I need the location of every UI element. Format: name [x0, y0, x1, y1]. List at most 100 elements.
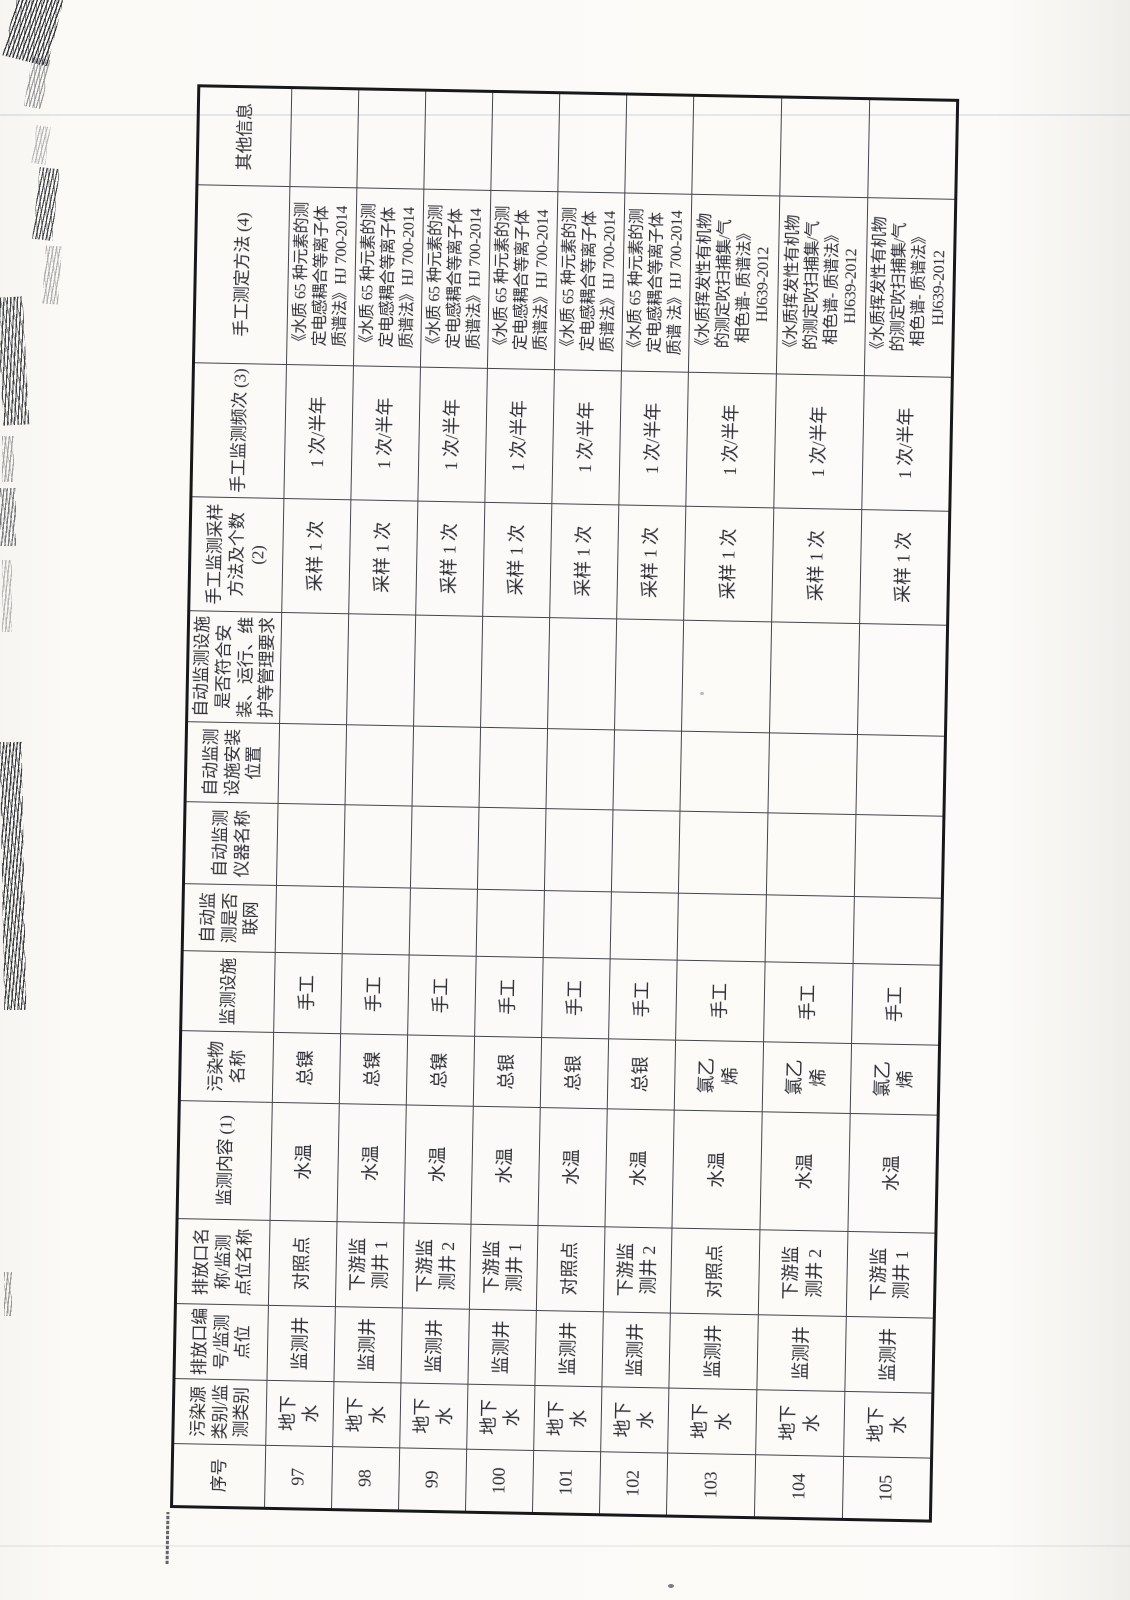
table-cell: 101 [532, 1450, 601, 1515]
table-cell [677, 893, 767, 962]
column-header-other-info: 其他信息 [196, 85, 292, 187]
table-cell: 总镍 [272, 1032, 341, 1104]
table-cell [356, 88, 426, 190]
table-cell: 水温 [471, 1106, 541, 1226]
table-cell [409, 888, 478, 957]
table-cell [547, 617, 617, 730]
table-cell: 总银 [607, 1038, 676, 1111]
table-cell: 手工 [541, 957, 611, 1039]
scan-dash [165, 1511, 170, 1565]
table-cell [767, 732, 858, 815]
table-cell: 地下 水 [667, 1388, 757, 1455]
column-header-monitor-content: 监测内容 (1) [177, 1100, 273, 1221]
table-cell: 102 [599, 1451, 668, 1517]
table-cell: 《水质挥发性有机物 的测定吹扫捕集/气 相色谱- 质谱法》 HJ639-2012 [776, 195, 868, 376]
column-header-auto-compliance: 自动监测设施 是否符合安 装、运行、维 护等管理要求 [186, 610, 282, 724]
scan-smudge [2, 436, 14, 482]
table-cell [289, 87, 359, 188]
table-cell: 采样 1 次 [549, 503, 619, 619]
table-cell [614, 618, 684, 732]
scan-smudge [41, 245, 63, 305]
table-cell: 1 次/半年 [773, 373, 865, 510]
table-cell: 采样 1 次 [771, 507, 862, 624]
table-cell: 采样 1 次 [683, 506, 774, 622]
table-cell [345, 724, 414, 807]
table-cell: 手工 [675, 960, 766, 1042]
table-cell [477, 807, 546, 891]
column-header-manual-method: 手工测定方法 (4) [193, 184, 290, 365]
table-cell [278, 723, 347, 805]
table-cell: 采样 1 次 [616, 504, 686, 621]
table-cell: 地下 水 [843, 1391, 933, 1459]
table-cell: 监测井 [400, 1307, 470, 1385]
scan-line [0, 114, 1130, 116]
table-cell: 《水质 65 种元素的测 定电感耦合等离子体 质谱法》HJ 700-2014 [487, 190, 558, 370]
table-cell: 地下 水 [399, 1382, 468, 1450]
table-cell [610, 891, 679, 961]
table-cell: 地下 水 [466, 1384, 535, 1451]
table-cell: 《水质 65 种元素的测 定电感耦合等离子体 质谱 法》HJ 700-2014 [621, 192, 692, 373]
table-cell [342, 886, 411, 955]
table-cell: 总镍 [339, 1033, 408, 1105]
table-cell [346, 613, 416, 727]
table-cell [343, 804, 413, 889]
column-header-outlet-name: 排放口名 称/监测 点位名称 [175, 1218, 271, 1306]
column-header-pollutant-name: 污染物 名称 [179, 1030, 274, 1103]
table-cell: 监测井 [333, 1306, 403, 1383]
table-cell: 监测井 [668, 1313, 759, 1390]
table-cell [691, 95, 782, 196]
scan-smudge [2, 560, 12, 632]
scan-dot [668, 1584, 674, 1588]
table-cell: 下游监 测井 2 [758, 1229, 848, 1317]
table-cell: 地下 水 [755, 1389, 845, 1457]
table-cell: 下游监 测井 2 [603, 1226, 672, 1314]
table-cell: 下游监 测井 1 [335, 1221, 405, 1308]
table-cell: 《水质 65 种元素的测 定电感耦合等离子体 质谱法》HJ 700-2014 [286, 186, 357, 366]
table-cell: 1 次/半年 [417, 367, 488, 503]
table-cell: 氯乙 烯 [674, 1040, 764, 1112]
table-cell: 水温 [847, 1113, 939, 1234]
table-cell [679, 731, 770, 813]
table-cell [867, 98, 958, 200]
table-cell: 《水质挥发性有机物 的测定吹扫捕集/气 相色谱- 质谱法》 HJ639-2012 [864, 197, 956, 378]
table-cell: 采样 1 次 [482, 502, 552, 618]
table-cell: 105 [842, 1456, 932, 1522]
table-cell: 水温 [604, 1108, 675, 1229]
column-header-manual-sampling: 手工监测采样 方法及个数 (2) [188, 496, 284, 613]
table-cell [479, 727, 548, 809]
table-cell: 1 次/半年 [618, 370, 689, 507]
table-cell: 98 [331, 1446, 400, 1511]
table-cell: 采样 1 次 [281, 498, 351, 614]
table-cell [853, 896, 943, 966]
table-cell: 104 [754, 1454, 844, 1520]
table-cell: 下游监 测井 1 [469, 1224, 538, 1311]
monitoring-table: 序号 污染源 类别/监 测类别 排放口编 号/监测 点位 排放口名 称/监测 点… [170, 84, 960, 1523]
table-cell [412, 726, 481, 808]
scan-smudge [0, 296, 30, 426]
table-cell [410, 806, 480, 890]
table-cell [480, 616, 550, 729]
table-cell [854, 814, 944, 899]
table-cell [476, 889, 545, 958]
table-cell: 监测井 [756, 1314, 847, 1392]
table-cell: 监测井 [534, 1310, 604, 1387]
table-cell: 总镍 [406, 1034, 475, 1107]
table-cell: 采样 1 次 [415, 501, 485, 617]
table-cell: 水温 [337, 1103, 407, 1223]
column-header-monitor-facility: 监测设施 [180, 950, 276, 1033]
table-cell [769, 621, 860, 735]
table-cell: 地下 水 [533, 1385, 602, 1452]
scan-smudge [32, 167, 60, 241]
table-cell: 97 [264, 1445, 333, 1510]
scan-smudge [0, 741, 27, 1011]
table-cell: 1 次/半年 [861, 375, 953, 512]
table-cell: 水温 [537, 1107, 608, 1227]
table-cell: 下游监 测井 2 [402, 1222, 472, 1310]
table-cell [624, 94, 694, 195]
scan-smudge [4, 1272, 12, 1316]
table-cell [545, 728, 615, 810]
table-cell: 监测井 [467, 1309, 537, 1386]
table-cell: 地下 水 [332, 1381, 401, 1448]
table-cell [557, 92, 627, 193]
